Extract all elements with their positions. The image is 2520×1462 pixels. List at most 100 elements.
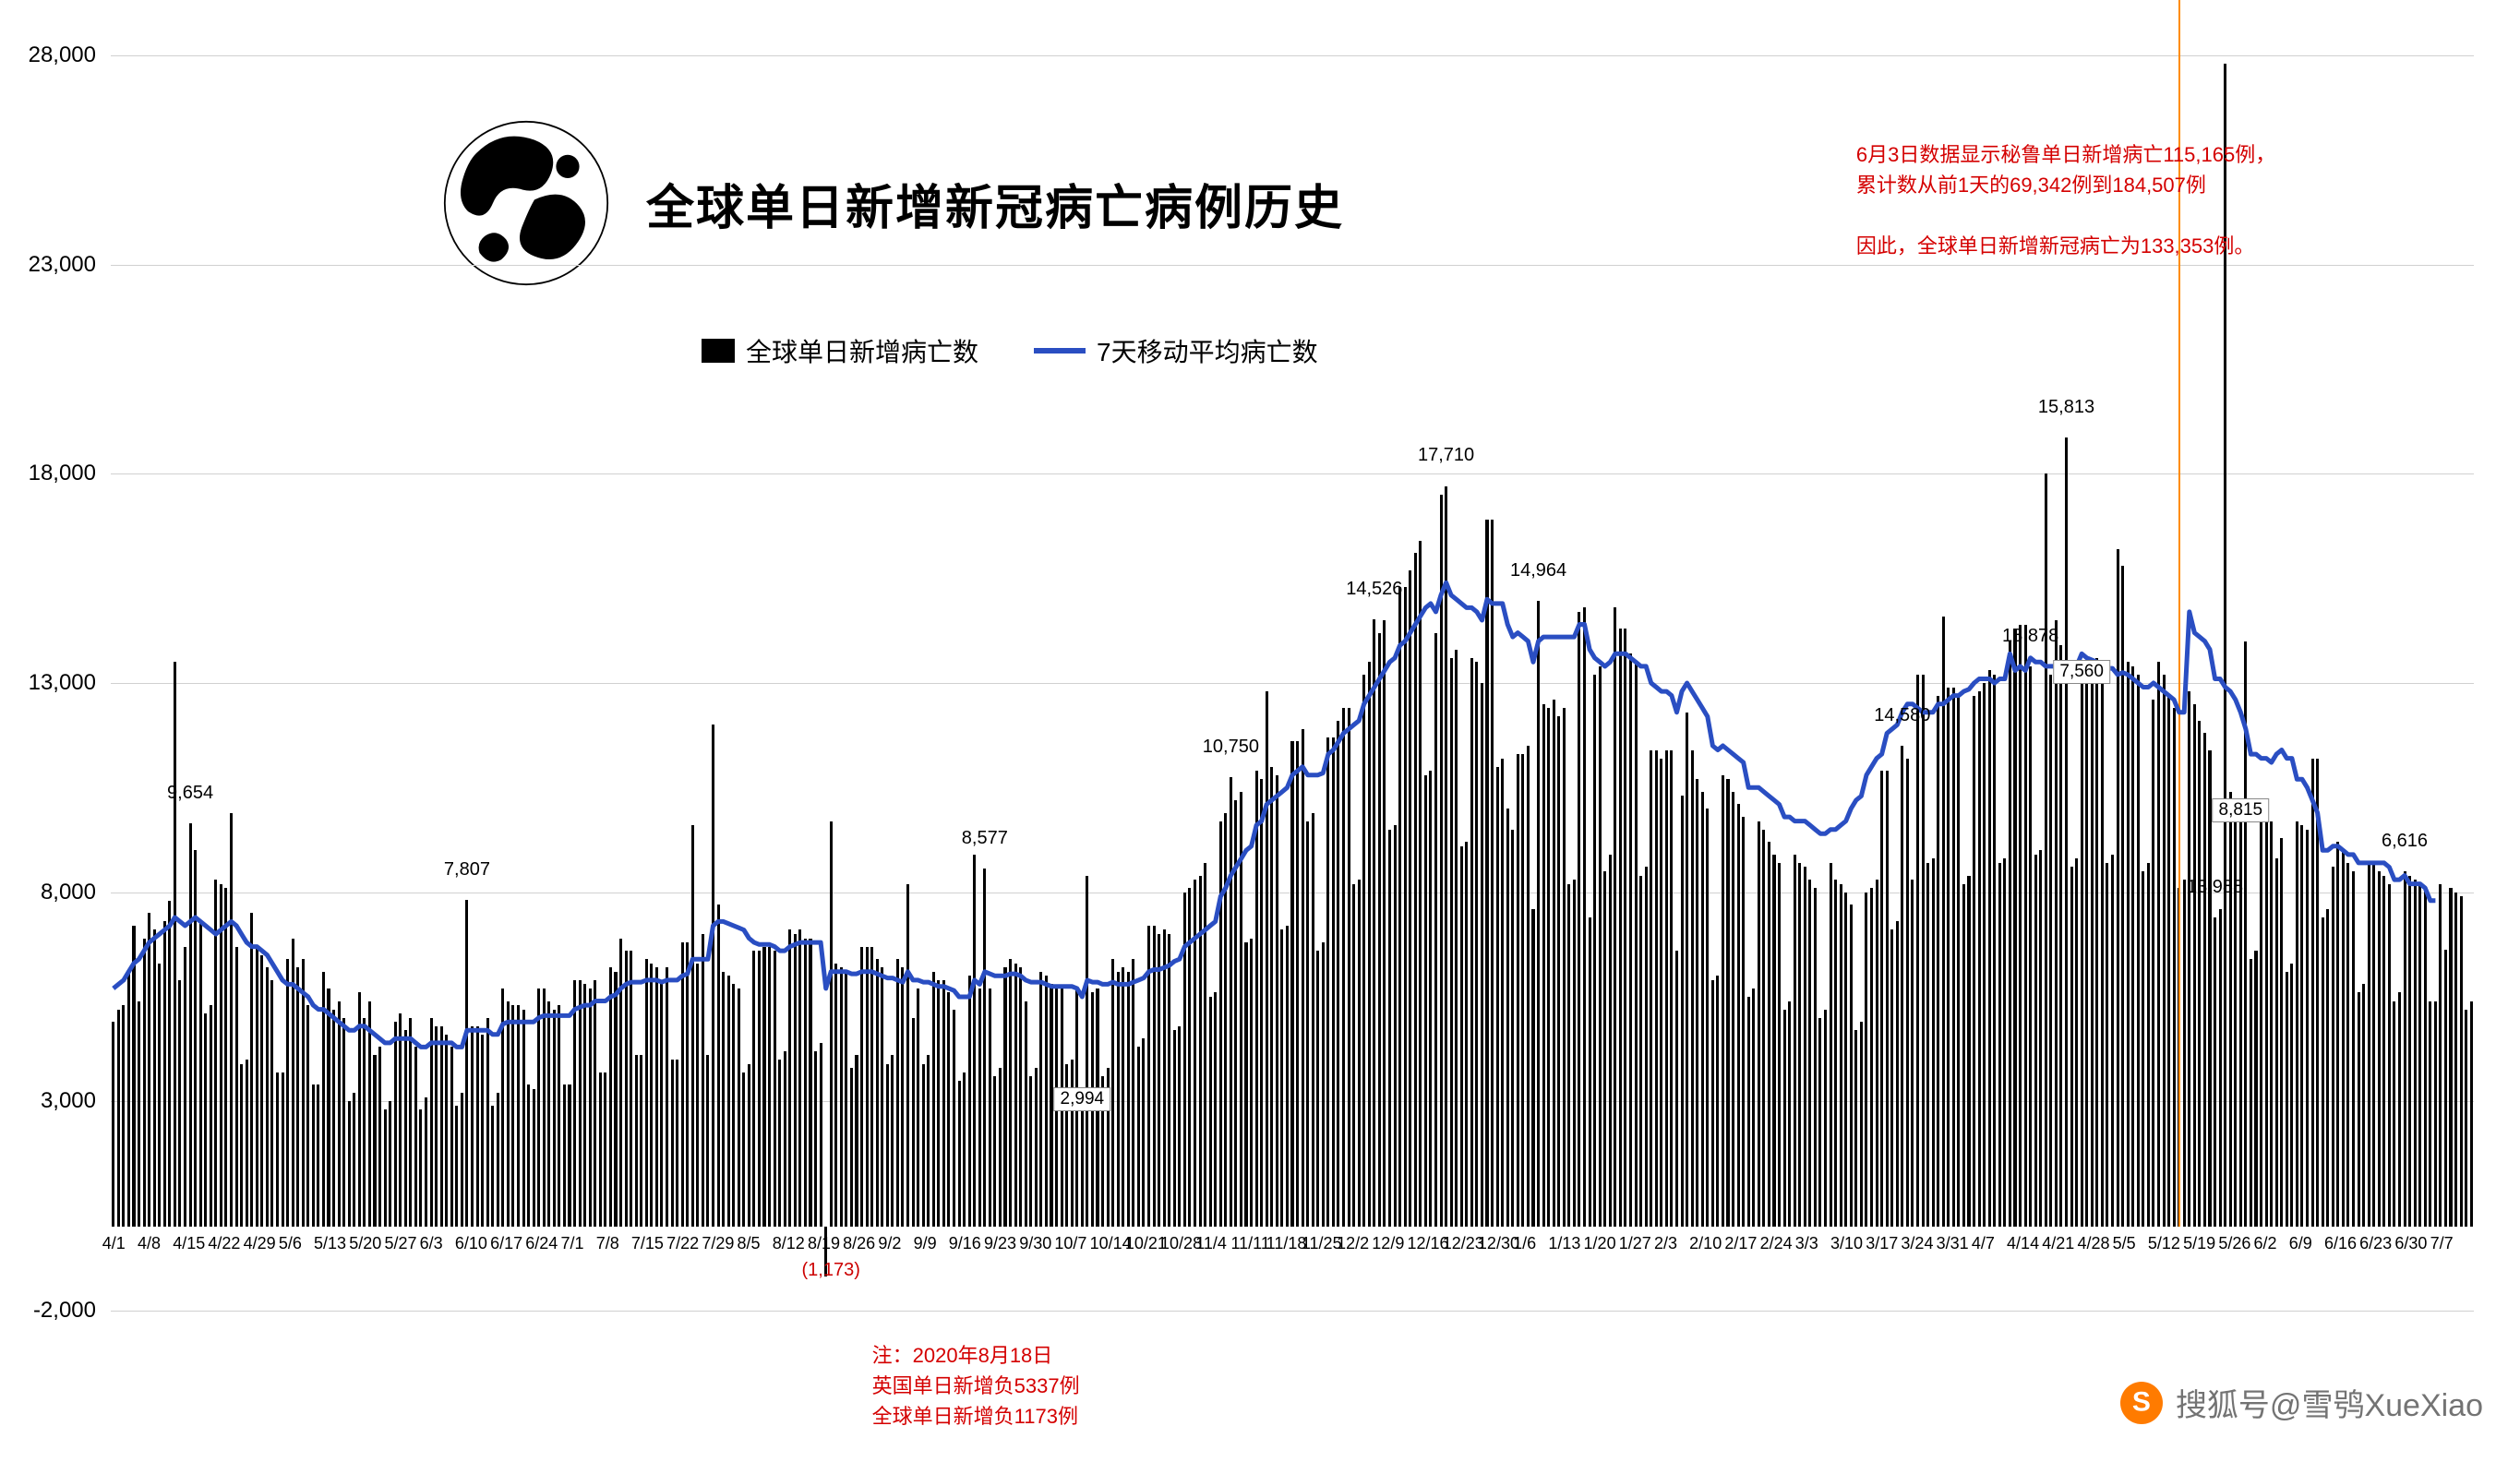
bar xyxy=(178,980,181,1227)
bar xyxy=(876,959,879,1227)
x-tick-label: 5/19 xyxy=(2183,1234,2215,1253)
bar xyxy=(1122,967,1124,1227)
bar xyxy=(722,972,725,1228)
bar xyxy=(497,1093,499,1227)
bar xyxy=(465,900,468,1227)
bar xyxy=(1517,754,1519,1227)
bar xyxy=(2404,871,2406,1227)
bar xyxy=(778,1060,781,1227)
bar xyxy=(214,880,217,1227)
bar xyxy=(2434,1001,2437,1228)
bar xyxy=(511,1005,514,1227)
bar xyxy=(1127,972,1130,1228)
bar xyxy=(122,1005,125,1227)
bar xyxy=(143,939,146,1228)
bar xyxy=(784,1051,786,1227)
bar xyxy=(399,1013,402,1227)
bar xyxy=(1686,713,1688,1228)
bar xyxy=(373,1055,376,1227)
bar xyxy=(2167,696,2170,1228)
bar xyxy=(2368,863,2370,1227)
bar xyxy=(2152,700,2154,1227)
bar xyxy=(2117,549,2119,1227)
bar xyxy=(184,947,186,1228)
bar xyxy=(906,884,909,1228)
x-tick-label: 1/6 xyxy=(1513,1234,1536,1253)
point-label: 14,526 xyxy=(1346,579,1402,600)
bar xyxy=(522,1010,525,1228)
bar xyxy=(1840,884,1842,1228)
bar xyxy=(1424,775,1427,1228)
bar xyxy=(1537,601,1540,1227)
bar xyxy=(660,980,663,1227)
point-label: 14,964 xyxy=(1510,560,1566,581)
bar xyxy=(174,662,176,1227)
bar xyxy=(1445,486,1447,1228)
bar xyxy=(1117,972,1120,1228)
bar xyxy=(1772,855,1775,1227)
bar xyxy=(2398,992,2401,1227)
x-tick-label: 10/7 xyxy=(1054,1234,1086,1253)
bar xyxy=(2009,641,2011,1228)
bar xyxy=(809,939,811,1228)
bar xyxy=(702,934,704,1227)
bar xyxy=(2065,437,2068,1228)
bar xyxy=(384,1109,387,1227)
x-tick-label: 5/27 xyxy=(384,1234,416,1253)
bar xyxy=(1547,708,1550,1227)
bar xyxy=(2265,813,2268,1228)
bar xyxy=(1983,683,1986,1227)
bar xyxy=(230,813,233,1228)
bar xyxy=(1322,942,1325,1227)
bar xyxy=(840,967,843,1227)
bar xyxy=(814,1051,817,1227)
bar xyxy=(1029,1076,1032,1227)
bar xyxy=(870,947,873,1228)
bar xyxy=(1527,746,1530,1227)
bar xyxy=(1973,696,1975,1228)
bar xyxy=(430,1018,433,1228)
bar xyxy=(404,1030,407,1227)
bar xyxy=(445,1035,448,1228)
bar xyxy=(1706,809,1709,1227)
bar xyxy=(686,942,689,1227)
bar xyxy=(2127,662,2130,1227)
x-tick-label: 12/9 xyxy=(1372,1234,1404,1253)
bar xyxy=(455,1106,458,1227)
x-tick-label: 1/13 xyxy=(1548,1234,1580,1253)
chart-container: 全球单日新增新冠病亡病例历史 全球单日新增病亡数 7天移动平均病亡数 4/14/… xyxy=(0,0,2520,1462)
bar xyxy=(1681,796,1684,1227)
x-tick-label: 4/15 xyxy=(173,1234,205,1253)
bar xyxy=(1696,779,1698,1227)
bar xyxy=(1501,759,1504,1228)
bar xyxy=(1521,754,1524,1227)
y-tick-label: 18,000 xyxy=(0,461,96,486)
watermark: 搜狐号@雪鸮XueXiao xyxy=(2120,1380,2483,1425)
bar xyxy=(645,959,648,1227)
bar xyxy=(2137,675,2140,1227)
bar xyxy=(2142,871,2144,1227)
bar xyxy=(1352,884,1355,1228)
x-tick-label: 3/10 xyxy=(1830,1234,1863,1253)
bar xyxy=(1599,666,1602,1227)
bar xyxy=(1302,729,1304,1227)
bar xyxy=(937,980,940,1227)
bar xyxy=(1635,662,1638,1227)
bar xyxy=(312,1085,315,1227)
bar xyxy=(1732,792,1734,1227)
bar xyxy=(204,1013,207,1227)
bar xyxy=(2106,863,2108,1227)
x-tick-label: 6/2 xyxy=(2254,1234,2277,1253)
x-tick-label: 6/17 xyxy=(490,1234,522,1253)
bar xyxy=(820,1043,822,1227)
bar xyxy=(1808,880,1811,1227)
bar xyxy=(1409,570,1411,1228)
bar xyxy=(1737,804,1740,1227)
bar xyxy=(282,1073,284,1228)
bar xyxy=(2239,813,2242,1228)
bar xyxy=(1404,587,1407,1228)
bar xyxy=(224,888,227,1227)
bar xyxy=(1219,821,1222,1228)
point-label: 14,580 xyxy=(1874,705,1930,726)
x-tick-label: 7/29 xyxy=(702,1234,734,1253)
